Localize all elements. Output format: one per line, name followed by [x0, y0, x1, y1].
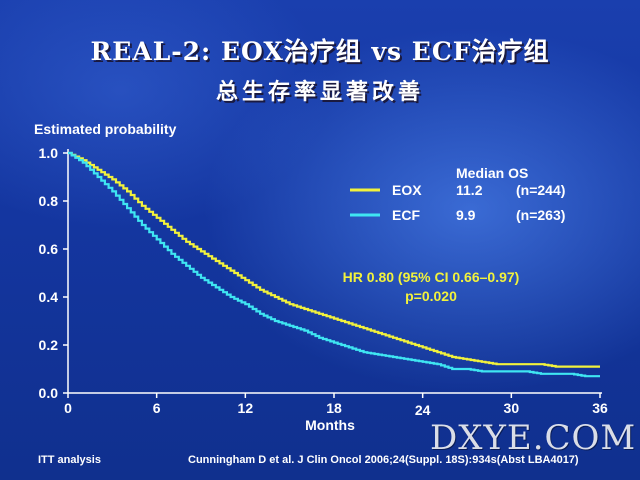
hazard-ratio-text: HR 0.80 (95% CI 0.66–0.97): [343, 269, 520, 285]
legend-n-ecf: (n=263): [516, 207, 565, 223]
legend-label-eox: EOX: [392, 182, 422, 198]
y-tick-label: 1.0: [39, 145, 59, 161]
x-tick-label: 18: [326, 400, 342, 416]
y-ticks: 0.0 0.2 0.4 0.6 0.8 1.0: [39, 145, 68, 401]
y-axis-label: Estimated probability: [34, 121, 177, 137]
y-tick-label: 0.6: [39, 241, 59, 257]
series-lines: [68, 151, 600, 378]
watermark-logo: DXYE.COM: [430, 418, 637, 458]
p-value-text: p=0.020: [405, 288, 457, 304]
y-tick-label: 0.8: [39, 193, 59, 209]
y-tick-label: 0.2: [39, 337, 59, 353]
legend-median-eox: 11.2: [456, 182, 483, 198]
x-ticks: 0 6 12 18 24 30 36: [64, 393, 608, 418]
footer-citation: Cunningham D et al. J Clin Oncol 2006;24…: [188, 454, 579, 466]
legend-median-ecf: 9.9: [456, 207, 476, 223]
x-tick-label: 30: [504, 400, 520, 416]
x-tick-label: 12: [238, 400, 254, 416]
series-line-ecf: [68, 151, 600, 378]
slide-subtitle: 总生存率显著改善: [215, 79, 424, 105]
legend-header: Median OS: [456, 165, 528, 181]
y-tick-label: 0.4: [39, 289, 59, 305]
legend-n-eox: (n=244): [516, 182, 565, 198]
series-line-eox: [68, 151, 600, 368]
footer-analysis-note: ITT analysis: [38, 454, 101, 466]
slide-title: REAL-2: EOX治疗组 vs ECF治疗组: [90, 37, 550, 66]
x-tick-label: 0: [64, 400, 72, 416]
y-tick-label: 0.0: [39, 385, 59, 401]
legend-label-ecf: ECF: [392, 207, 420, 223]
x-tick-label: 24: [415, 402, 431, 418]
x-tick-label: 6: [153, 400, 161, 416]
x-tick-label: 36: [592, 400, 608, 416]
x-axis-label: Months: [305, 417, 355, 433]
